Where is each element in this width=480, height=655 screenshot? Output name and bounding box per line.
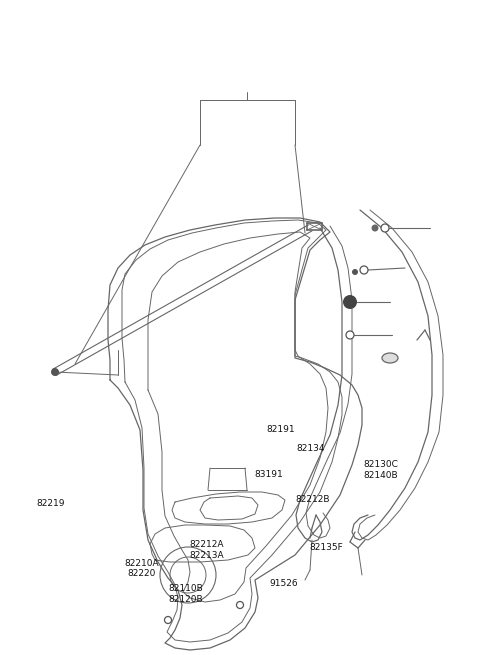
Circle shape — [381, 224, 389, 232]
Text: 82130C
82140B: 82130C 82140B — [364, 460, 399, 480]
Circle shape — [352, 269, 358, 275]
Circle shape — [51, 368, 59, 376]
Text: 82212A
82213A: 82212A 82213A — [190, 540, 224, 560]
Circle shape — [360, 266, 368, 274]
Circle shape — [165, 616, 171, 624]
Text: 83191: 83191 — [254, 470, 283, 479]
Text: 82110B
82120B: 82110B 82120B — [168, 584, 203, 604]
Text: 82135F: 82135F — [310, 543, 343, 552]
Circle shape — [346, 331, 354, 339]
Ellipse shape — [382, 353, 398, 363]
Text: 82219: 82219 — [36, 498, 64, 508]
Text: 82210A
82220: 82210A 82220 — [124, 559, 159, 578]
Text: 82191: 82191 — [266, 424, 295, 434]
Circle shape — [237, 601, 243, 608]
Text: 82134: 82134 — [297, 443, 325, 453]
Circle shape — [372, 225, 379, 231]
Text: 82212B: 82212B — [295, 495, 330, 504]
Circle shape — [343, 295, 357, 309]
Text: 91526: 91526 — [270, 579, 299, 588]
